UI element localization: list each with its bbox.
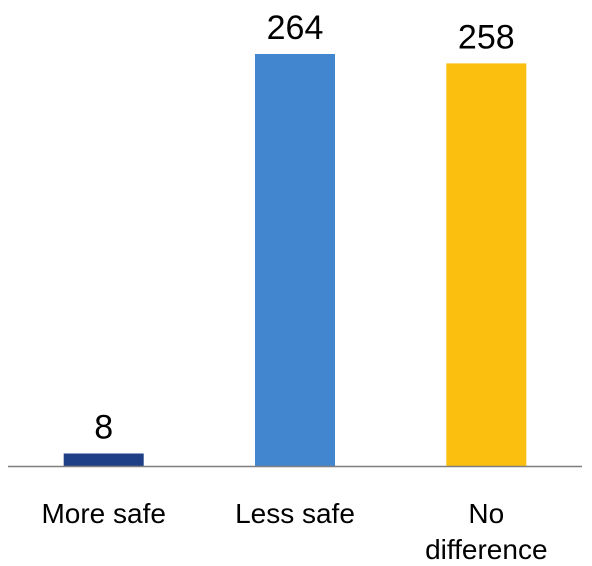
bar-2 [255,54,335,466]
category-label-1: More safe [41,498,166,529]
category-label-line: No [468,498,504,529]
category-label-line: More safe [41,498,166,529]
category-label-3: No difference [425,498,547,565]
value-label-2: 264 [267,9,324,47]
category-label-2: Less safe [235,498,355,529]
bars-group [63,54,527,467]
value-label-3: 258 [458,18,515,56]
bar-1 [63,453,144,466]
bar-3 [446,63,527,467]
value-labels-group: 8 264 258 [94,9,514,447]
value-label-1: 8 [94,409,113,447]
category-label-line: Less safe [235,498,355,529]
category-label-line: difference [425,534,547,565]
category-labels-group: More safe Less safe No difference [41,498,547,565]
